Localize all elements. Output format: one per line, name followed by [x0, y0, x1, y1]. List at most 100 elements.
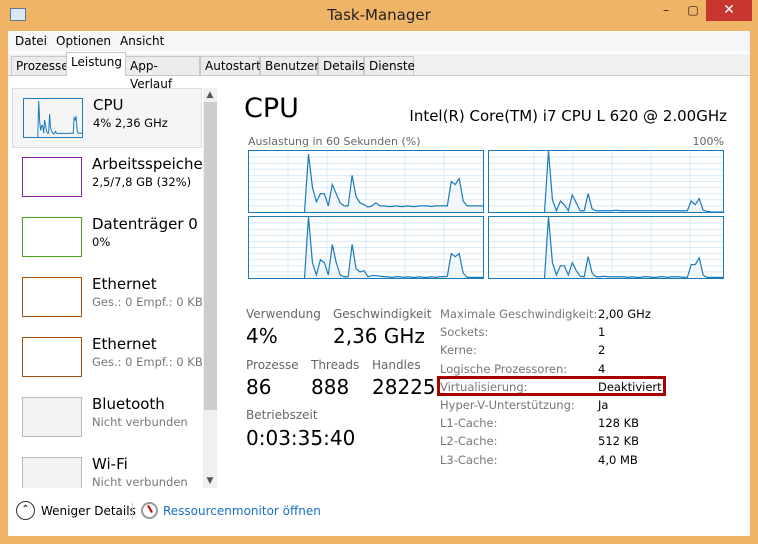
core-line — [543, 150, 723, 213]
graph-max-label: 100% — [692, 135, 724, 148]
processes-value: 86 — [246, 375, 272, 399]
scroll-down-icon[interactable]: ▼ — [206, 476, 214, 486]
sidebar-thumbnail — [22, 217, 82, 257]
sidebar-item-label: Bluetooth — [92, 395, 165, 413]
sidebar-item-label: Datenträger 0 (C — [92, 215, 217, 233]
page-title: CPU — [244, 93, 299, 124]
tab-dienste[interactable]: Dienste — [364, 56, 415, 76]
resource-list: CPU 4% 2,36 GHz Arbeitsspeicher 2,5/7,8 … — [12, 88, 217, 488]
core-graph-1 — [488, 150, 724, 213]
menu-datei[interactable]: Datei — [15, 34, 48, 48]
scroll-up-icon[interactable]: ▲ — [206, 90, 214, 100]
sidebar-item-sub: 4% 2,36 GHz — [93, 116, 168, 130]
detail-value: 4 — [598, 361, 606, 376]
core-area — [544, 151, 723, 212]
sidebar-item-label: Wi-Fi — [92, 455, 128, 473]
sidebar-item-datenträger[interactable]: Datenträger 0 (C 0% — [12, 208, 217, 268]
chevron-up-icon[interactable]: ⌃ — [16, 501, 35, 520]
detail-value: 2,00 GHz — [598, 307, 651, 321]
sidebar-item-wi-fi[interactable]: Wi-Fi Nicht verbunden — [12, 448, 202, 488]
detail-value: 2 — [598, 343, 606, 358]
sidebar-thumbnail — [22, 397, 82, 437]
sidebar-item-sub: Nicht verbunden — [92, 415, 188, 429]
detail-key: Maximale Geschwindigkeit: — [440, 307, 598, 321]
handles-value: 28225 — [372, 375, 436, 399]
sidebar-item-sub: 2,5/7,8 GB (32%) — [92, 175, 192, 189]
core-area — [304, 217, 483, 278]
detail-key: Virtualisierung: — [440, 379, 528, 394]
detail-value: 128 KB — [598, 416, 640, 431]
core-line — [303, 216, 483, 279]
menu-optionen[interactable]: Optionen — [56, 34, 112, 48]
detail-key: Logische Prozessoren: — [440, 361, 568, 376]
sidebar-item-sub: Ges.: 0 Empf.: 0 KBit/ — [92, 355, 215, 369]
core-line — [543, 216, 723, 279]
core-area — [304, 154, 483, 212]
maximize-button[interactable]: ▢ — [687, 3, 699, 17]
usage-label: Verwendung — [246, 307, 321, 321]
detail-value: 1 — [598, 325, 606, 340]
window-client: Datei Optionen Ansicht Prozesse Leistung… — [8, 31, 750, 536]
resource-monitor-icon — [141, 502, 158, 519]
sidebar-item-ethernet[interactable]: Ethernet Ges.: 0 Empf.: 0 KBit/ — [12, 268, 214, 328]
uptime-label: Betriebszeit — [246, 408, 318, 422]
menu-ansicht[interactable]: Ansicht — [120, 34, 165, 48]
detail-key: Sockets: — [440, 325, 489, 340]
sidebar-item-bluetooth[interactable]: Bluetooth Nicht verbunden — [12, 388, 202, 448]
sidebar-scrollbar[interactable]: ▲ ▼ — [203, 88, 217, 488]
minimize-button[interactable]: – — [663, 3, 669, 17]
core-graph-0 — [248, 150, 484, 213]
processes-label: Prozesse — [246, 358, 299, 372]
tab-app-verlauf[interactable]: App-Verlauf — [125, 56, 200, 91]
detail-key: L2-Cache: — [440, 434, 498, 449]
sidebar-item-label: Ethernet — [92, 275, 157, 293]
usage-value: 4% — [246, 324, 278, 348]
title-bar: Task-Manager – ▢ ✕ — [0, 0, 758, 30]
core-graph-2 — [248, 216, 484, 279]
sidebar-thumbnail — [22, 277, 82, 317]
handles-label: Handles — [372, 358, 421, 372]
sidebar-thumbnail — [22, 337, 82, 377]
sidebar-item-arbeitsspeicher[interactable]: Arbeitsspeicher 2,5/7,8 GB (32%) — [12, 148, 209, 208]
detail-value: Ja — [598, 398, 609, 412]
tab-details[interactable]: Details — [318, 56, 365, 76]
sidebar-item-label: Ethernet — [92, 335, 157, 353]
close-button[interactable]: ✕ — [706, 0, 752, 21]
sidebar-item-ethernet[interactable]: Ethernet Ges.: 0 Empf.: 0 KBit/ — [12, 328, 214, 388]
sidebar-item-cpu[interactable]: CPU 4% 2,36 GHz — [12, 88, 202, 148]
scrollbar-thumb[interactable] — [204, 102, 217, 410]
sidebar-thumbnail — [22, 457, 82, 488]
sidebar-item-sub: Nicht verbunden — [92, 475, 188, 488]
detail-value: 512 KB — [598, 434, 640, 449]
threads-value: 888 — [311, 375, 350, 399]
sidebar-thumbnail — [23, 98, 83, 138]
open-resource-monitor-link[interactable]: Ressourcenmonitor öffnen — [163, 504, 321, 518]
uptime-value: 0:03:35:40 — [246, 426, 356, 450]
task-manager-icon — [10, 8, 26, 21]
tab-prozesse[interactable]: Prozesse — [11, 56, 69, 76]
graph-label: Auslastung in 60 Sekunden (%) — [248, 135, 421, 148]
detail-key: L1-Cache: — [440, 416, 498, 431]
detail-value: Deaktiviert — [598, 379, 662, 394]
tab-benutzer[interactable]: Benutzer — [260, 56, 319, 76]
detail-key: Hyper-V-Unterstützung: — [440, 398, 575, 412]
virtualization-highlight — [437, 376, 666, 396]
sidebar-item-sub: Ges.: 0 Empf.: 0 KBit/ — [92, 295, 215, 309]
sidebar-item-label: CPU — [93, 96, 124, 114]
detail-key: L3-Cache: — [440, 452, 498, 467]
sidebar-item-sub: 0% — [92, 235, 111, 249]
threads-label: Threads — [311, 358, 360, 372]
footer: ⌃ Weniger Details Ressourcenmonitor öffn… — [8, 501, 750, 531]
cpu-model: Intel(R) Core(TM) i7 CPU L 620 @ 2.00GHz — [409, 107, 727, 125]
detail-value: 4,0 MB — [598, 452, 638, 467]
core-line — [303, 153, 483, 213]
detail-key: Kerne: — [440, 343, 477, 358]
speed-label: Geschwindigkeit — [333, 307, 432, 321]
tab-leistung[interactable]: Leistung — [66, 52, 126, 76]
sidebar-thumbnail — [22, 157, 82, 197]
window-title: Task-Manager — [327, 6, 431, 24]
menu-bar: Datei Optionen Ansicht — [8, 31, 750, 51]
fewer-details-button[interactable]: Weniger Details — [41, 504, 136, 518]
cpu-mini-graph — [37, 100, 82, 138]
tab-autostart[interactable]: Autostart — [200, 56, 261, 76]
